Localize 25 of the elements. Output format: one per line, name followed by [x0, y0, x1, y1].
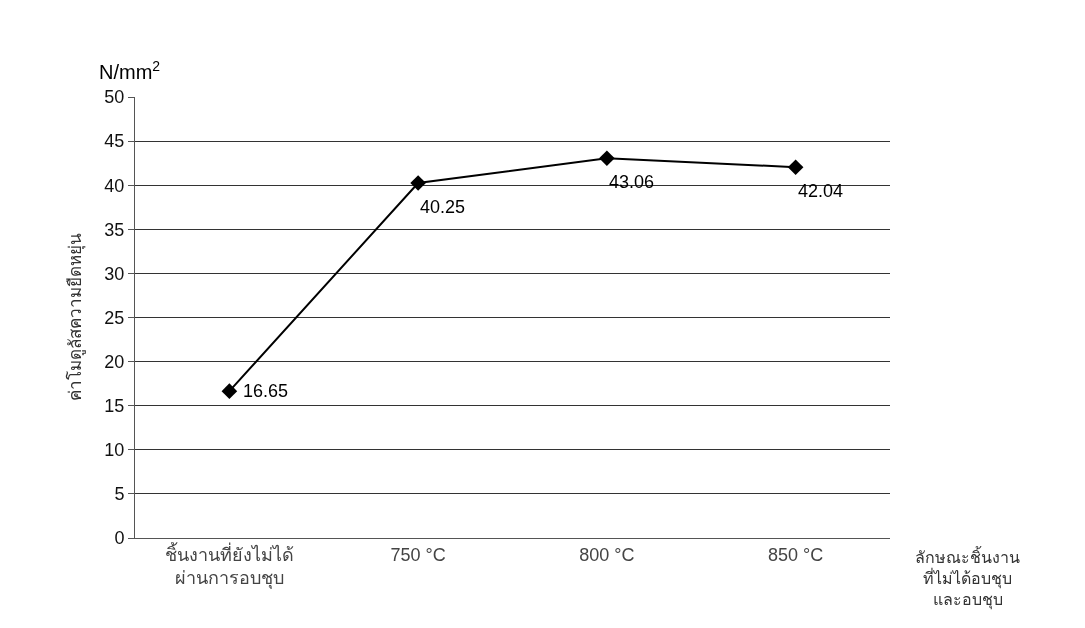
- x-tick-label: 850 °C: [768, 544, 824, 565]
- y-tick-label: 30: [104, 263, 125, 284]
- y-tick-label: 25: [104, 307, 125, 328]
- x-tick-label: 750 °C: [390, 544, 446, 565]
- point: [599, 150, 615, 167]
- x-axis-title: ลักษณะชิ้นงาน ที่ไม่ได้อบชุบ และอบชุบ: [915, 546, 1020, 610]
- y-tick-label: 15: [104, 396, 125, 416]
- y-tick-label: 10: [104, 440, 125, 461]
- y-tick-label: 45: [104, 131, 125, 152]
- point: [410, 175, 426, 191]
- y-tick-label: 0: [114, 528, 125, 549]
- y-tick-label: 40: [104, 175, 125, 196]
- x-tick-label: 800 °C: [579, 544, 635, 565]
- y-tick-label: 20: [104, 351, 125, 372]
- y-axis-title: ค่าโมดูลัสความยืดหยุ่น: [64, 233, 86, 402]
- point: [221, 383, 238, 399]
- y-tick-label: 35: [104, 219, 125, 240]
- data-label: 42.04: [798, 181, 844, 201]
- y-tick-label: 5: [114, 484, 125, 505]
- point: [787, 159, 804, 176]
- data-label: 40.25: [420, 197, 466, 217]
- x-tick-label: ชิ้นงานที่ยังไม่ได้ ผ่านการอบชุบ: [164, 541, 294, 589]
- data-label: 16.65: [243, 381, 289, 401]
- text: N/mm$^{2}$: [99, 58, 161, 84]
- y-tick-label: 50: [104, 87, 125, 108]
